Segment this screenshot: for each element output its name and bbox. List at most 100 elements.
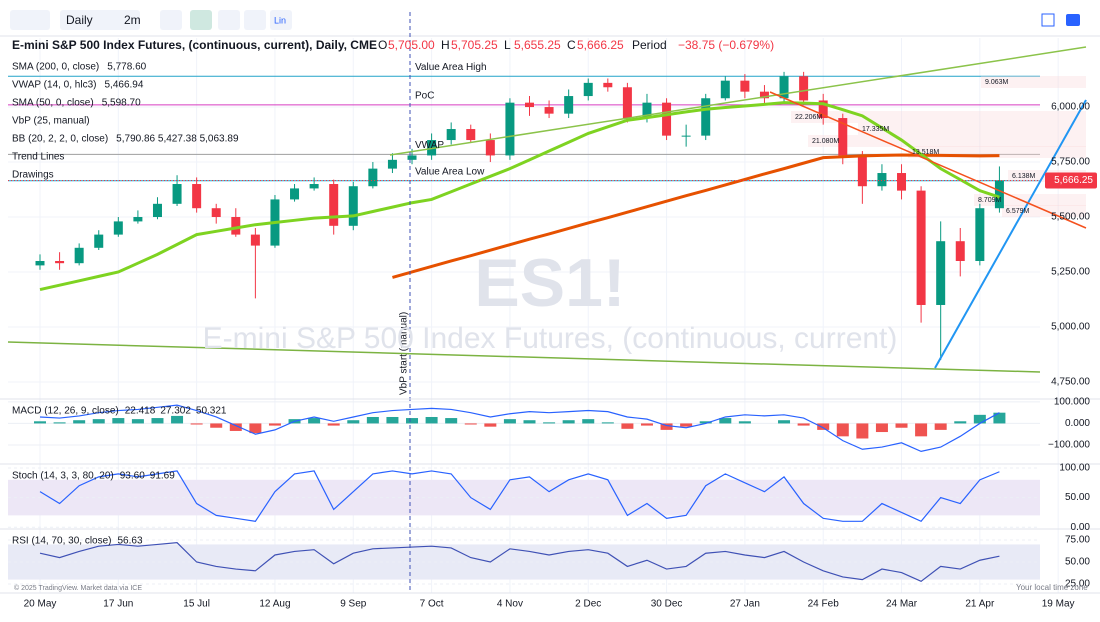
histogram-bar bbox=[895, 423, 908, 428]
y-tick-label: 5,750.00 bbox=[1051, 157, 1090, 168]
histogram-bar bbox=[719, 418, 732, 424]
footer-left: © 2025 TradingView. Market data via ICE bbox=[14, 584, 142, 592]
candle-body bbox=[740, 80, 750, 92]
profile-bar bbox=[858, 123, 1086, 135]
range[interactable]: 2m bbox=[124, 13, 141, 27]
x-tick-label: 4 Nov bbox=[497, 599, 523, 610]
interval-button[interactable] bbox=[60, 10, 140, 30]
pane-tick-label: −100.000 bbox=[1048, 440, 1090, 451]
legend-value: 5,598.70 bbox=[102, 98, 141, 109]
candle-body bbox=[701, 98, 711, 136]
candle-body bbox=[211, 208, 221, 218]
histogram-bar bbox=[151, 418, 164, 424]
profile-bar bbox=[791, 111, 1086, 123]
histogram-bar bbox=[582, 419, 595, 424]
pane-title: Stoch (14, 3, 3, 80, 20) bbox=[12, 471, 114, 482]
fullscreen-button[interactable] bbox=[1041, 13, 1055, 27]
histogram-bar bbox=[973, 414, 986, 424]
candle-body bbox=[192, 184, 202, 209]
profile-label: 22.206M bbox=[795, 114, 822, 121]
candle-body bbox=[329, 184, 339, 226]
annotation-label: PoC bbox=[415, 90, 434, 101]
histogram-bar bbox=[660, 423, 673, 430]
annotation-label: Value Area Low bbox=[415, 166, 485, 177]
profile-bar bbox=[1002, 205, 1086, 217]
candle-body bbox=[857, 155, 867, 187]
legend-name: VWAP (14, 0, hlc3) bbox=[12, 80, 96, 91]
profile-label: 17.335M bbox=[862, 126, 889, 133]
candle-body bbox=[994, 180, 1004, 209]
x-tick-label: 12 Aug bbox=[259, 599, 290, 610]
pane-value: 93.60 bbox=[120, 471, 145, 482]
histogram-bar bbox=[836, 423, 849, 437]
profile-label: 6.138M bbox=[1012, 173, 1036, 180]
toolbar bbox=[0, 0, 1100, 36]
scale[interactable]: Lin bbox=[274, 15, 286, 25]
histogram-bar bbox=[601, 422, 614, 424]
histogram-bar bbox=[993, 412, 1006, 424]
candle-body bbox=[564, 96, 574, 114]
histogram-bar bbox=[738, 421, 751, 424]
settings-button[interactable] bbox=[160, 10, 182, 30]
histogram-bar bbox=[503, 419, 516, 424]
candle-body bbox=[936, 241, 946, 305]
histogram-bar bbox=[621, 423, 634, 429]
pane-line bbox=[39, 470, 1000, 523]
profile-label: 8.709M bbox=[978, 197, 1002, 204]
histogram-bar bbox=[131, 419, 144, 424]
vbp-start-label: VbP start (manual) bbox=[399, 312, 410, 395]
pane-tick-label: 0.000 bbox=[1065, 418, 1090, 429]
indicator-button[interactable] bbox=[190, 10, 212, 30]
candle-body bbox=[544, 107, 554, 114]
candle-body bbox=[231, 217, 241, 235]
interval[interactable]: Daily bbox=[66, 13, 93, 27]
pane-title: RSI (14, 70, 30, close) bbox=[12, 536, 112, 547]
candle-body bbox=[55, 260, 65, 264]
histogram-bar bbox=[778, 420, 791, 424]
legend-name: BB (20, 2, 2, 0, close) bbox=[12, 134, 108, 145]
x-tick-label: 24 Feb bbox=[808, 599, 840, 610]
candle-body bbox=[975, 208, 985, 261]
screenshot-button[interactable] bbox=[1066, 14, 1080, 26]
histogram-bar bbox=[92, 419, 105, 424]
y-tick-label: 5,500.00 bbox=[1051, 212, 1090, 223]
histogram-bar bbox=[523, 420, 536, 424]
histogram-bar bbox=[112, 418, 125, 424]
x-tick-label: 20 May bbox=[24, 599, 57, 610]
period-value: −38.75 (−0.679%) bbox=[678, 38, 774, 52]
x-tick-label: 9 Sep bbox=[340, 599, 367, 610]
pane-line bbox=[39, 404, 1000, 453]
crosshair-button[interactable] bbox=[244, 10, 266, 30]
histogram-bar bbox=[366, 416, 379, 424]
histogram-bar bbox=[327, 423, 340, 426]
pane-value: 27.302 bbox=[160, 406, 191, 417]
candle-body bbox=[309, 184, 319, 189]
histogram-bar bbox=[171, 415, 184, 424]
candle-body bbox=[427, 140, 437, 156]
candle-body bbox=[955, 241, 965, 261]
histogram-bar bbox=[464, 423, 477, 425]
histogram-bar bbox=[445, 418, 458, 424]
pane-tick-label: 100.00 bbox=[1059, 463, 1090, 474]
legend-value: 5,778.60 bbox=[107, 62, 146, 73]
legend-value: 5,466.94 bbox=[104, 80, 143, 91]
y-tick-label: 5,250.00 bbox=[1051, 267, 1090, 278]
candle-body bbox=[113, 221, 123, 235]
histogram-bar bbox=[856, 423, 869, 439]
histogram-bar bbox=[190, 423, 203, 425]
candle-body bbox=[759, 91, 769, 99]
candle-body bbox=[250, 234, 260, 246]
histogram-bar bbox=[386, 416, 399, 424]
candle-body bbox=[662, 102, 672, 136]
replay-button[interactable] bbox=[218, 10, 240, 30]
scale-button[interactable] bbox=[270, 10, 292, 30]
chart-type-button[interactable] bbox=[10, 10, 50, 30]
candle-body bbox=[838, 118, 848, 156]
ohlc-key: C bbox=[567, 38, 576, 52]
trend-line bbox=[934, 99, 1087, 369]
pane-value: 50.321 bbox=[196, 406, 227, 417]
ohlc-key: O bbox=[378, 38, 387, 52]
candle-body bbox=[446, 129, 456, 141]
ohlc-value: 5,655.25 bbox=[514, 38, 561, 52]
pane-tick-label: 75.00 bbox=[1065, 535, 1090, 546]
